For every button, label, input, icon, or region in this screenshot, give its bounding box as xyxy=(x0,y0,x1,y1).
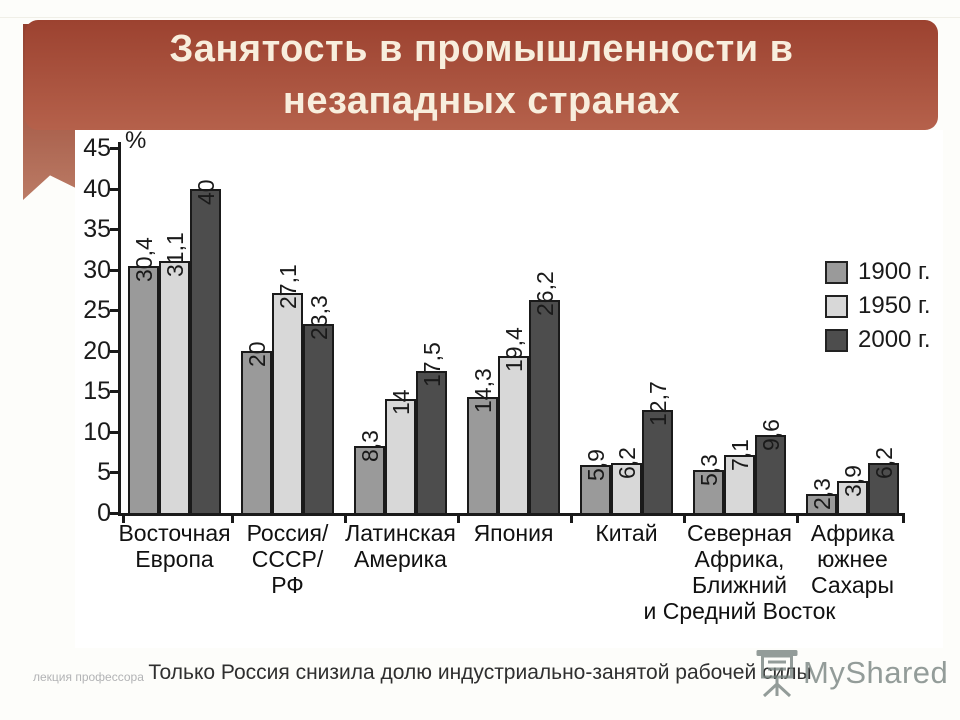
y-tick-mark xyxy=(110,430,119,434)
legend-entry: 2000 г. xyxy=(825,326,931,354)
bar xyxy=(272,293,303,515)
bar xyxy=(416,371,447,515)
legend-label: 1900 г. xyxy=(858,258,931,285)
legend-entry: 1900 г. xyxy=(825,258,931,286)
legend-swatch xyxy=(825,294,848,318)
bar-value-label: 3,9 xyxy=(839,465,866,498)
bar xyxy=(868,462,899,515)
x-tick-mark xyxy=(796,514,799,523)
myshared-watermark: MyShared xyxy=(755,648,948,698)
bar-value-label: 6,2 xyxy=(870,446,897,479)
bar-value-label: 6,2 xyxy=(613,446,640,479)
bar-value-label: 30,4 xyxy=(130,237,157,283)
legend-entry: 1950 г. xyxy=(825,292,931,320)
bar xyxy=(529,300,560,515)
bar xyxy=(303,324,334,515)
bar-value-label: 19,4 xyxy=(500,326,527,372)
bar-value-label: 2,3 xyxy=(808,478,835,511)
x-tick-mark xyxy=(683,514,686,523)
bar-value-label: 17,5 xyxy=(418,342,445,388)
y-tick-label: 45 xyxy=(83,134,111,162)
y-tick-label: 5 xyxy=(97,458,111,487)
bar xyxy=(467,397,498,515)
legend-label: 1950 г. xyxy=(858,292,931,319)
x-tick-mark xyxy=(344,514,347,523)
legend-swatch xyxy=(825,328,848,352)
bar xyxy=(354,445,385,515)
bar xyxy=(642,409,673,515)
y-tick-mark xyxy=(110,268,119,272)
watermark-label: MyShared xyxy=(803,655,949,690)
legend-label: 2000 г. xyxy=(858,326,931,353)
bar-value-label: 27,1 xyxy=(274,264,301,310)
bar xyxy=(159,260,190,515)
y-tick-label: 20 xyxy=(83,336,111,365)
x-tick-mark xyxy=(570,514,573,523)
y-tick-mark xyxy=(110,228,119,232)
category-label: Африка южнее Сахары xyxy=(810,520,895,598)
bar-value-label: 12,7 xyxy=(644,381,671,426)
footer-note: лекция профессора xyxy=(33,670,144,684)
y-tick-label: 40 xyxy=(83,174,111,203)
bar-value-label: 7,1 xyxy=(726,439,753,472)
x-tick-mark xyxy=(122,514,125,523)
bar xyxy=(241,350,272,515)
bar-value-label: 23,3 xyxy=(305,295,332,340)
bar-value-label: 26,2 xyxy=(531,271,558,317)
x-tick-mark xyxy=(231,514,234,523)
category-label: Россия/ СССР/ РФ xyxy=(246,520,329,598)
bar-value-label: 14 xyxy=(387,389,414,416)
y-tick-label: 35 xyxy=(83,215,111,244)
y-tick-label: 10 xyxy=(83,417,111,446)
y-axis-unit-label: % xyxy=(125,127,147,154)
bar-value-label: 14,3 xyxy=(469,368,496,413)
legend-swatch xyxy=(825,260,848,284)
bar xyxy=(755,435,786,515)
slide-title-line2: незападных странах xyxy=(282,80,681,122)
y-tick-label: 15 xyxy=(83,377,111,406)
slide-top-edge xyxy=(0,17,960,18)
bar-value-label: 9,6 xyxy=(757,419,784,452)
bar-value-label: 5,9 xyxy=(582,449,609,482)
x-tick-mark xyxy=(902,514,905,523)
bar xyxy=(385,399,416,515)
category-label: Китай xyxy=(595,520,658,546)
bar-value-label: 8,3 xyxy=(356,429,383,462)
bar xyxy=(837,481,868,515)
y-tick-mark xyxy=(110,471,119,475)
bar-value-label: 5,3 xyxy=(695,454,722,486)
category-label: Северная Африка, Ближний и Средний Восто… xyxy=(643,520,836,624)
bar xyxy=(806,494,837,515)
bar-chart: % 0 5 10 15 20 25 30 35 40 45 30,4 31,1 40 20 27,1 23,… xyxy=(75,127,943,648)
y-tick-label: 25 xyxy=(83,296,111,325)
bar xyxy=(190,188,221,515)
y-axis-line xyxy=(118,142,121,516)
x-tick-mark xyxy=(457,514,460,523)
y-tick-mark xyxy=(110,390,119,394)
bar-value-label: 31,1 xyxy=(161,231,188,277)
y-tick-mark xyxy=(110,349,119,353)
bar-value-label: 20 xyxy=(243,341,270,367)
y-tick-label: 0 xyxy=(97,499,111,527)
bar xyxy=(611,462,642,515)
category-label: Япония xyxy=(473,520,554,546)
y-tick-mark xyxy=(110,309,119,313)
chart-legend: 1900 г. 1950 г. 2000 г. xyxy=(825,258,931,360)
bar xyxy=(498,355,529,515)
category-label: Восточная Европа xyxy=(118,520,231,572)
projector-screen-icon xyxy=(756,650,798,698)
bar xyxy=(580,465,611,515)
bar xyxy=(128,266,159,515)
y-tick-label: 30 xyxy=(83,255,111,284)
slide-title-line1: Занятость в промышленности в xyxy=(169,28,794,70)
bar-value-label: 40 xyxy=(192,178,219,205)
category-label: Латинская Америка xyxy=(345,520,456,572)
y-tick-mark xyxy=(110,187,119,191)
y-tick-mark xyxy=(110,147,119,150)
slide-caption: Только Россия снизила долю индустриально… xyxy=(148,661,812,684)
slide-title-banner: Занятость в промышленности в незападных … xyxy=(25,20,938,130)
bar xyxy=(724,455,755,515)
y-tick-mark xyxy=(110,512,119,515)
bar xyxy=(693,470,724,515)
